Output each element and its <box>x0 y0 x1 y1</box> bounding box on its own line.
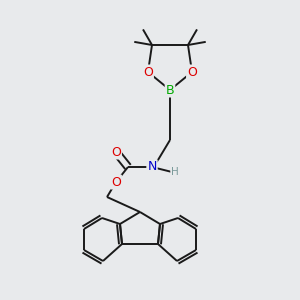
Text: H: H <box>171 167 179 177</box>
Text: O: O <box>111 146 121 158</box>
Text: O: O <box>187 65 197 79</box>
Text: O: O <box>143 65 153 79</box>
Text: O: O <box>111 176 121 188</box>
Text: B: B <box>166 83 174 97</box>
Text: N: N <box>147 160 157 173</box>
